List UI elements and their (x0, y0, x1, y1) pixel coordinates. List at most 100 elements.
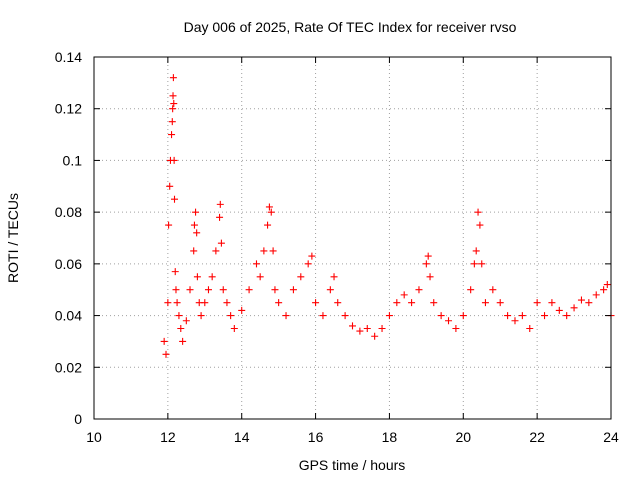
x-tick-label: 18 (382, 429, 398, 445)
data-point (190, 247, 198, 255)
data-point (227, 312, 235, 320)
data-point (271, 286, 279, 294)
data-point (172, 286, 180, 294)
data-point (169, 105, 177, 113)
data-point (577, 296, 585, 304)
data-point (204, 286, 212, 294)
data-point (304, 260, 312, 268)
data-point (171, 268, 179, 276)
data-point (230, 325, 238, 332)
x-tick-label: 22 (529, 429, 545, 445)
chart-title: Day 006 of 2025, Rate Of TEC Index for r… (184, 19, 517, 35)
data-point (245, 286, 253, 294)
data-points (160, 74, 615, 358)
data-point (289, 286, 297, 294)
data-point (356, 327, 364, 335)
data-point (162, 350, 170, 358)
data-point (256, 273, 264, 281)
data-point (171, 195, 179, 203)
data-point (164, 299, 172, 307)
data-point (548, 299, 556, 307)
data-point (385, 312, 393, 320)
data-point (518, 312, 526, 320)
data-point (275, 299, 283, 307)
data-point (459, 312, 467, 320)
data-point (467, 286, 475, 294)
data-point (192, 208, 200, 216)
data-point (504, 312, 512, 320)
data-point (312, 299, 320, 307)
data-point (489, 286, 497, 294)
data-point (166, 182, 174, 190)
data-point (481, 299, 489, 307)
data-point (445, 317, 453, 325)
x-tick-label: 24 (603, 429, 619, 445)
data-point (408, 299, 416, 307)
data-point (533, 299, 541, 307)
data-point (190, 221, 198, 229)
data-point (168, 131, 176, 139)
data-point (415, 286, 423, 294)
data-point (169, 92, 177, 100)
data-point (212, 247, 220, 255)
data-point (208, 273, 216, 281)
data-point (363, 325, 371, 332)
data-point (297, 273, 305, 281)
data-point (170, 156, 178, 164)
data-point (186, 286, 194, 294)
y-tick-label: 0.06 (55, 256, 82, 272)
data-point (219, 286, 227, 294)
data-point (179, 337, 187, 345)
data-point (282, 312, 290, 320)
data-point (265, 203, 273, 211)
data-point (541, 312, 549, 320)
data-point (330, 273, 338, 281)
data-point (169, 74, 177, 82)
data-point (201, 299, 209, 307)
x-tick-label: 10 (86, 429, 102, 445)
data-point (216, 213, 224, 221)
data-point (371, 332, 379, 340)
data-point (570, 304, 578, 312)
y-tick-label: 0.08 (55, 204, 82, 220)
data-point (160, 337, 168, 345)
data-point (400, 291, 408, 299)
data-point (378, 325, 386, 332)
data-point (426, 273, 434, 281)
data-point (193, 273, 201, 281)
data-point (216, 200, 224, 208)
data-point (326, 286, 334, 294)
x-tick-label: 12 (160, 429, 176, 445)
data-point (170, 100, 178, 108)
data-point (563, 312, 571, 320)
data-point (308, 252, 316, 260)
grid (94, 57, 611, 419)
data-point (478, 260, 486, 268)
data-point (430, 299, 438, 307)
data-point (173, 299, 181, 307)
data-point (470, 260, 478, 268)
data-point (555, 306, 563, 314)
y-tick-label: 0.02 (55, 359, 82, 375)
x-tick-label: 14 (234, 429, 250, 445)
data-point (252, 260, 260, 268)
data-point (393, 299, 401, 307)
data-point (168, 118, 176, 126)
data-point (217, 239, 225, 247)
data-point (585, 299, 593, 307)
data-point (238, 306, 246, 314)
data-point (526, 325, 534, 332)
data-point (175, 312, 183, 320)
x-tick-label: 20 (455, 429, 471, 445)
y-tick-label: 0.1 (63, 152, 83, 168)
y-axis: 0 0.02 0.04 0.06 0.08 0.1 0.12 0.14 (55, 49, 611, 427)
data-point (474, 208, 482, 216)
data-point (197, 312, 205, 320)
data-point (182, 317, 190, 325)
data-point (264, 221, 272, 229)
data-point (341, 312, 349, 320)
y-tick-label: 0.04 (55, 308, 82, 324)
plot-frame (93, 56, 612, 420)
data-point (193, 229, 201, 237)
